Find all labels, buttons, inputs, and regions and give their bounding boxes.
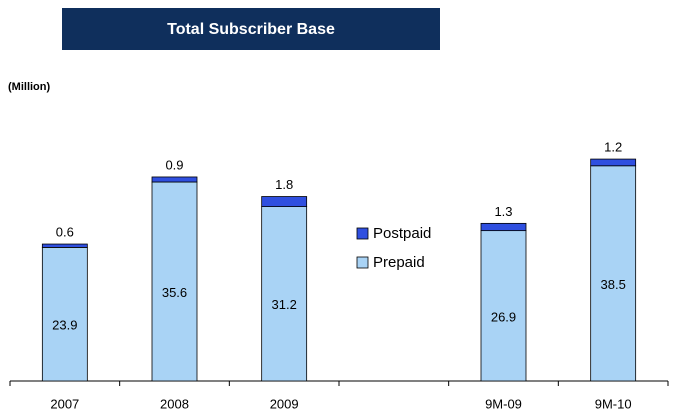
value-label: 23.9 [52, 318, 77, 333]
legend-label: Postpaid [373, 225, 431, 242]
unit-label: (Million) [8, 81, 50, 93]
x-tick-label: 2007 [50, 396, 79, 411]
chart-title: Total Subscriber Base [167, 21, 335, 38]
bar-segment [261, 206, 308, 382]
value-label: 0.9 [165, 157, 183, 172]
value-label: 31.2 [272, 297, 297, 312]
value-label: 1.8 [275, 177, 293, 192]
title-banner [62, 8, 440, 50]
value-label: 1.2 [604, 140, 622, 155]
x-tick-label: 2009 [270, 396, 299, 411]
legend-label: Prepaid [373, 254, 425, 271]
bar-segment [151, 176, 198, 183]
legend-swatch [356, 227, 369, 240]
x-tick-label: 9M-10 [595, 396, 632, 411]
bar-segment [590, 158, 637, 167]
value-label: 0.6 [56, 224, 74, 239]
x-tick-label: 2008 [160, 396, 189, 411]
bar-segment [590, 165, 637, 382]
bar-segment [41, 243, 88, 248]
x-tick-label: 9M-09 [485, 396, 522, 411]
value-label: 35.6 [162, 285, 187, 300]
bar-segment [151, 181, 198, 382]
bar-segment [480, 230, 527, 382]
value-label: 38.5 [601, 277, 626, 292]
value-label: 1.3 [494, 204, 512, 219]
bar-segment [41, 246, 88, 382]
value-label: 26.9 [491, 309, 516, 324]
bar-segment [261, 196, 308, 207]
legend-swatch [356, 256, 369, 269]
bar-segment [480, 222, 527, 232]
